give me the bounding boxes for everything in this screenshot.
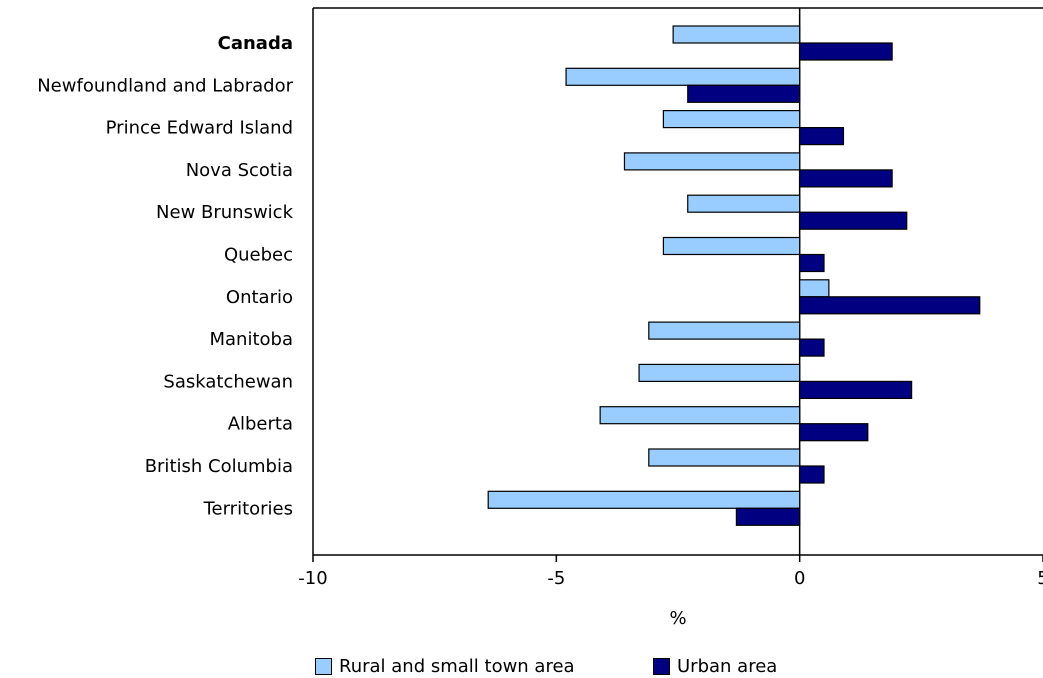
category-label: Prince Edward Island [106, 118, 293, 139]
category-label: Manitoba [210, 329, 294, 350]
bar-rural [648, 448, 801, 467]
x-axis-ticks: -10 -5 0 5 [298, 555, 1043, 589]
bar-rural [662, 236, 801, 256]
category-labels: Canada Newfoundland and Labrador Prince Ed… [37, 33, 293, 519]
x-tick-label: 0 [794, 568, 805, 589]
x-tick-label: -10 [298, 568, 327, 589]
category-label: Saskatchewan [163, 371, 293, 392]
bar-urban [735, 507, 801, 526]
category-label: New Brunswick [156, 202, 294, 223]
bar-urban [799, 169, 893, 188]
category-label: Newfoundland and Labrador [37, 75, 293, 96]
legend-swatch-urban [653, 657, 670, 675]
bar-rural [687, 194, 801, 213]
bar-rural [672, 25, 801, 44]
category-label: Ontario [226, 287, 293, 308]
bar-urban [799, 253, 825, 273]
legend-label-rural: Rural and small town area [339, 655, 575, 677]
bar-urban [799, 211, 908, 230]
bar-urban [799, 296, 981, 315]
x-tick-label: 5 [1037, 568, 1043, 589]
category-label: Canada [218, 33, 293, 54]
category-label: Territories [203, 498, 293, 519]
bar-rural [638, 363, 801, 382]
bar-urban [799, 338, 825, 357]
category-label: British Columbia [145, 456, 293, 477]
bar-rural [648, 321, 801, 340]
plot-frame [312, 7, 1043, 556]
bar-rural [565, 67, 801, 86]
bar-urban [799, 42, 893, 61]
legend-item-rural: Rural and small town area [315, 654, 575, 678]
bar-rural [599, 406, 801, 425]
bar-rural [799, 279, 830, 298]
bar-urban [687, 84, 801, 103]
bar-rural [487, 490, 801, 509]
bars-group [487, 25, 981, 526]
bar-rural [623, 152, 801, 171]
legend: Rural and small town area Urban area [0, 654, 1043, 678]
bar-urban [799, 380, 913, 399]
category-label: Nova Scotia [186, 160, 293, 181]
bar-urban [799, 465, 825, 484]
bar-rural [662, 109, 801, 129]
legend-item-urban: Urban area [653, 654, 777, 678]
bar-urban [799, 423, 869, 442]
category-label: Alberta [228, 414, 293, 435]
category-label: Quebec [224, 245, 293, 266]
x-tick-label: -5 [547, 568, 565, 589]
legend-label-urban: Urban area [677, 655, 778, 677]
legend-swatch-rural [315, 657, 332, 675]
x-axis-title: % [669, 608, 686, 629]
bar-urban [799, 126, 845, 146]
